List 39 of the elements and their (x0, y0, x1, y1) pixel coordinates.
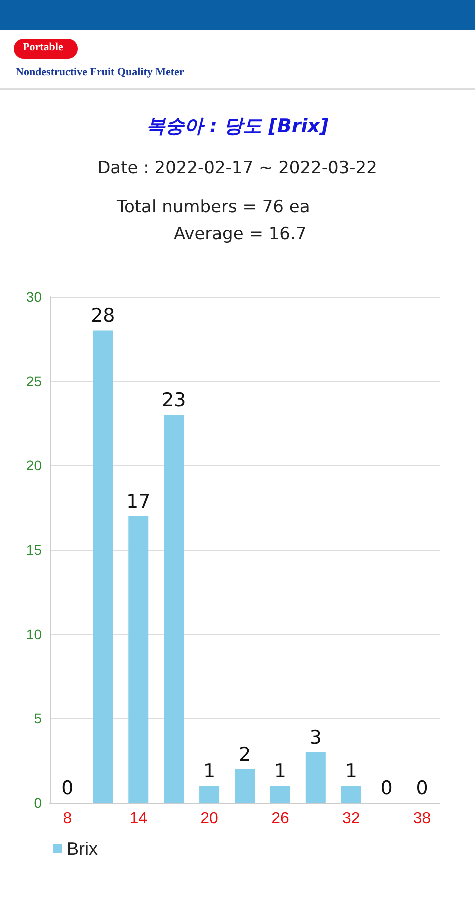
legend-label: Brix (67, 839, 98, 859)
data-label: 1 (274, 760, 286, 783)
bar (128, 516, 149, 803)
data-label: 17 (126, 490, 151, 513)
data-label: 3 (310, 726, 322, 749)
text: Average = 16.7 (174, 224, 307, 244)
chart-title: 복숭아 : 당도 [Brix] (146, 116, 330, 138)
bar (164, 415, 184, 803)
y-tick-label: 25 (26, 373, 42, 390)
data-label: 0 (380, 778, 393, 800)
data-label: 2 (238, 744, 252, 766)
chart-subtitle: Date : 2022-02-17 ~ 2022-03-22 (98, 158, 378, 178)
text: Nondestructive Fruit Quality Meter (16, 66, 184, 78)
x-tick-label: 26 (272, 810, 290, 828)
x-tick-label: 14 (130, 810, 148, 828)
x-tick-label: 20 (200, 810, 219, 828)
text: Portable (23, 42, 64, 54)
y-tick-label: 20 (26, 458, 42, 474)
bar (93, 330, 114, 803)
data-label: 28 (91, 305, 116, 328)
y-tick-label: 15 (26, 542, 42, 558)
data-label: 0 (62, 778, 74, 800)
y-tick-label: 30 (26, 289, 42, 305)
y-tick-label: 10 (26, 626, 42, 642)
y-tick-label: 5 (34, 710, 42, 727)
text: Total numbers = 76 ea (116, 198, 310, 218)
bar (306, 752, 326, 803)
y-tick-label: 0 (34, 795, 42, 811)
x-tick-label: 8 (63, 810, 72, 828)
x-tick-label: 38 (413, 810, 432, 828)
bar (200, 786, 220, 803)
bar (235, 769, 255, 803)
data-label: 0 (416, 778, 428, 800)
data-label: 1 (345, 760, 358, 783)
data-label: 1 (204, 760, 216, 783)
data-label: 23 (162, 390, 186, 412)
x-tick-label: 32 (342, 810, 360, 828)
bar (270, 786, 290, 803)
bar (341, 786, 362, 803)
